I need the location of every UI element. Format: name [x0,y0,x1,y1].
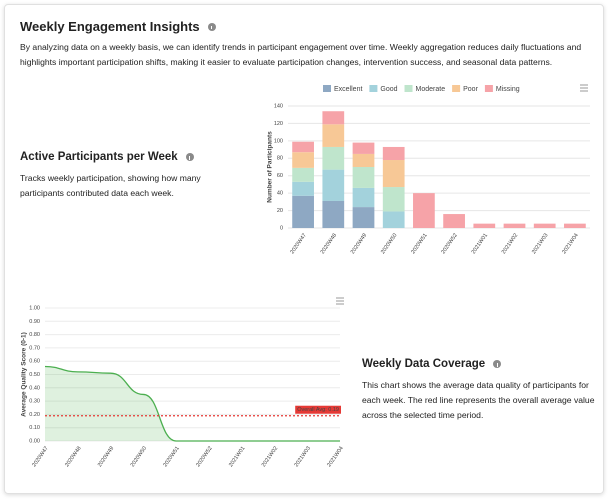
x-tick-label: 2021W03 [531,233,549,256]
y-tick-label: 100 [274,138,283,144]
y-tick-label: 0.80 [29,332,40,338]
bar-segment [503,223,526,228]
y-tick-label: 0.60 [29,359,40,365]
x-tick-label: 2020W50 [130,446,148,469]
bar-segment [473,223,496,228]
bar-segment [292,152,314,168]
bar-segment [322,200,345,228]
card [4,4,604,494]
legend-label: Good [380,86,397,93]
bar-segment [322,146,345,170]
legend-swatch [452,85,461,92]
info-icon[interactable] [493,360,502,368]
section-title-row: Active Participants per Week [20,151,194,163]
bar-segment [564,223,586,228]
x-tick-label: 2020W49 [350,233,368,256]
x-tick-label: 2021W01 [228,446,246,469]
x-tick-label: 2020W50 [380,233,398,256]
legend-swatch [404,85,413,92]
y-tick-label: 0.30 [29,399,40,405]
bar-segment [413,193,435,228]
bar-segment [382,187,405,212]
y-tick-label: 60 [277,173,283,179]
x-tick-label: 2020W47 [290,233,308,256]
y-tick-label: 80 [277,156,283,162]
bar-chart: 0 20 40 60 80 100 120 140 Number of Participants… [267,84,590,256]
x-tick-label: 2020W48 [320,233,338,256]
y-tick-label: 140 [274,103,283,109]
page-description: By analyzing data on a weekly basis, we … [20,42,582,67]
x-tick-label: 2021W01 [471,233,489,256]
legend-label: Moderate [416,86,446,93]
section-title-row: Weekly Data Coverage [362,358,502,370]
section-description: Tracks weekly participation, showing how… [20,173,201,198]
x-tick-label: 2020W51 [163,446,181,469]
y-tick-label: 0.40 [29,385,40,391]
bar-segment [292,167,314,182]
bar-segment [322,169,345,201]
page-title: Weekly Engagement Insights [20,19,200,34]
bar-segment [322,111,345,125]
line [44,365,340,442]
area-fill [45,366,340,441]
bar-segment [352,167,375,188]
menu-icon[interactable] [580,84,588,92]
legend-swatch [484,85,493,92]
legend-swatch [323,85,331,92]
y-tick-label: 40 [277,191,283,197]
y-axis-label: Average Quality Score (0-1) [21,332,28,417]
y-axis-label: Number of Participants [267,131,274,203]
x-tick-label: 2021W02 [501,233,519,256]
bar-segment [382,211,405,228]
bar-segment [382,146,405,161]
bar-segment [382,160,405,188]
x-tick-label: 2020W49 [97,446,115,469]
bar-segment [443,214,465,228]
bar-segment [292,181,314,196]
bar-segment [352,142,375,154]
menu-icon[interactable] [336,297,344,305]
x-tick-label: 2020W52 [195,446,213,469]
x-tick-label: 2021W04 [561,233,579,256]
y-tick-label: 0.90 [29,319,40,325]
info-icon[interactable] [207,22,216,31]
y-tick-label: 120 [274,121,283,127]
section-description: This chart shows the average data qualit… [362,380,595,420]
info-icon[interactable] [185,153,194,161]
legend-label: Missing [496,86,520,93]
x-tick-label: 2020W47 [31,446,49,469]
x-tick-label: 2021W02 [261,446,279,469]
y-tick-label: 0.10 [29,425,40,431]
section-title: Active Participants per Week [20,151,178,163]
x-tick-label: 2021W03 [294,446,312,469]
line-chart: 0.00 0.10 0.20 0.30 0.40 0.50 0.60 0.70 0.80 0.90… [21,297,345,469]
legend-swatch [369,85,378,92]
bar-segment [322,124,345,147]
y-tick-label: 20 [277,208,283,214]
x-tick-label: 2020W48 [64,446,82,469]
x-tick-label: 2020W52 [441,233,459,256]
y-tick-label: 0.20 [29,412,40,418]
y-tick-label: 0 [280,225,283,231]
y-tick-label: 1.00 [29,305,40,311]
x-tick-label: 2020W51 [410,233,428,256]
legend-label: Poor [463,86,478,93]
section-title: Weekly Data Coverage [362,358,486,370]
reference-label-bg [295,405,341,414]
bar-segment [292,141,314,153]
bar-segment [533,223,556,228]
bar-segment [292,195,314,228]
y-tick-label: 0.00 [29,438,40,444]
bar-segment [352,153,375,167]
legend-label: Excellent [334,86,362,93]
y-tick-label: 0.70 [29,345,40,351]
bar-segment [352,207,375,228]
x-tick-label: 2021W04 [326,446,344,469]
reference-label: Overall Avg: 0.19 [297,407,339,413]
page-title-row: Weekly Engagement Insights [20,19,216,34]
y-tick-label: 0.50 [29,372,40,378]
bar-segment [352,187,375,208]
